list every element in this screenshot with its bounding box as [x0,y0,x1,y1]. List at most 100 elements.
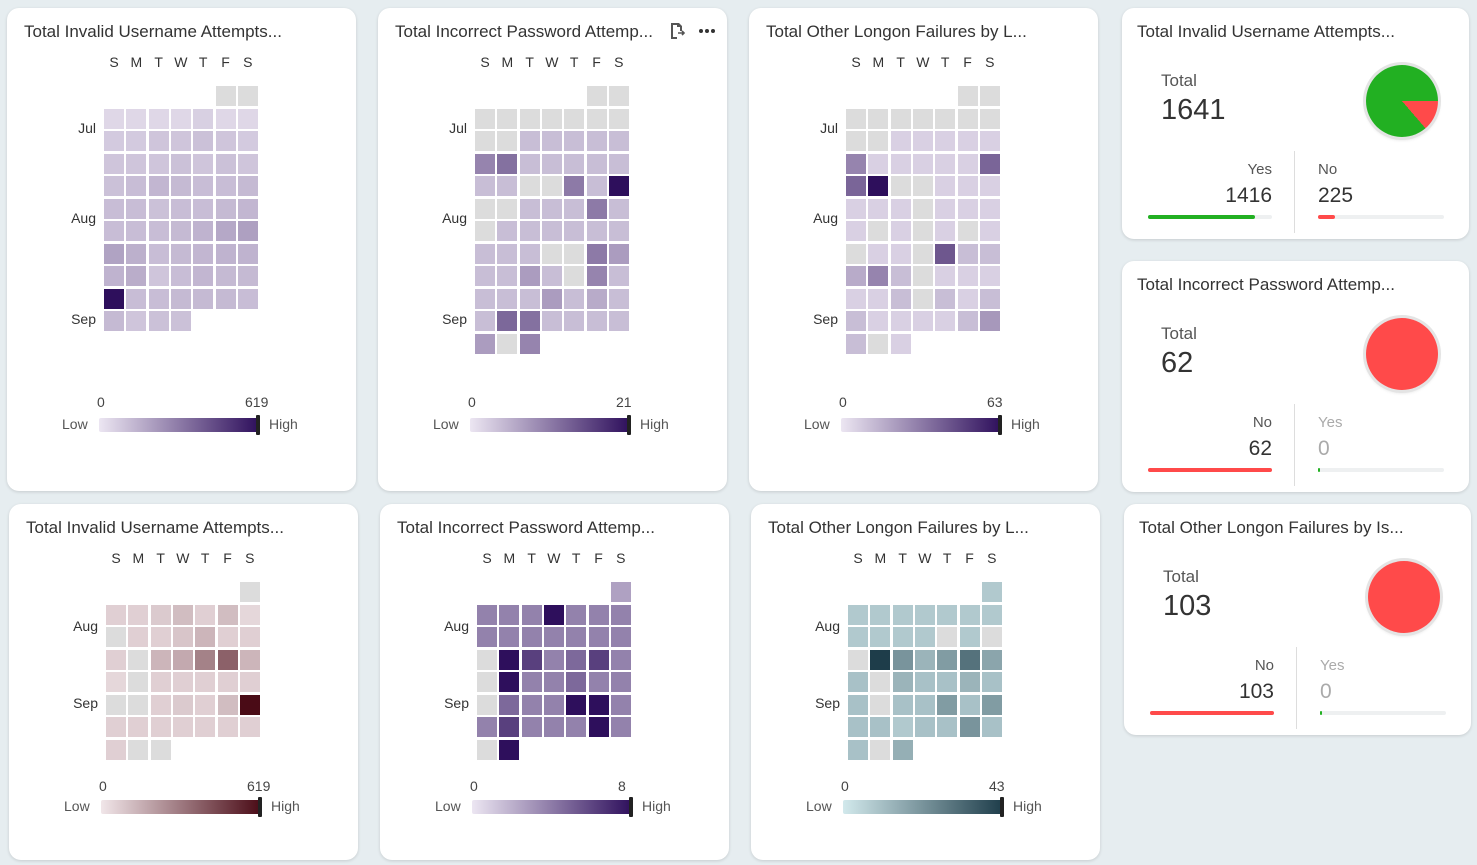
calendar-day-cell[interactable] [979,176,1000,196]
calendar-day-cell[interactable] [499,649,520,670]
calendar-day-cell[interactable] [499,627,520,647]
calendar-day-cell[interactable] [497,243,518,264]
calendar-day-cell[interactable] [912,266,933,286]
calendar-day-cell[interactable] [957,131,978,151]
calendar-day-cell[interactable] [128,717,149,737]
calendar-day-cell[interactable] [912,243,933,264]
calendar-day-cell[interactable] [935,221,956,241]
calendar-day-cell[interactable] [541,311,562,331]
calendar-day-cell[interactable] [172,694,193,715]
calendar-day-cell[interactable] [979,131,1000,151]
calendar-day-cell[interactable] [104,243,124,264]
legend-slider-handle[interactable] [629,797,633,817]
calendar-day-cell[interactable] [237,153,258,174]
calendar-day-cell[interactable] [128,672,149,692]
calendar-day-cell[interactable] [104,176,124,196]
calendar-day-cell[interactable] [104,288,124,309]
calendar-day-cell[interactable] [237,108,258,129]
calendar-day-cell[interactable] [541,266,562,286]
calendar-day-cell[interactable] [126,243,147,264]
calendar-day-cell[interactable] [586,311,607,331]
calendar-day-cell[interactable] [126,198,147,219]
calendar-day-cell[interactable] [957,176,978,196]
calendar-day-cell[interactable] [519,108,540,129]
calendar-day-cell[interactable] [959,604,980,625]
calendar-day-cell[interactable] [541,176,562,196]
calendar-day-cell[interactable] [935,266,956,286]
calendar-day-cell[interactable] [193,266,214,286]
calendar-day-cell[interactable] [195,672,216,692]
calendar-day-cell[interactable] [608,176,629,196]
calendar-day-cell[interactable] [586,243,607,264]
calendar-day-cell[interactable] [848,717,868,737]
calendar-day-cell[interactable] [217,649,238,670]
calendar-day-cell[interactable] [148,131,169,151]
legend-slider-handle[interactable] [256,415,260,435]
legend-slider-handle[interactable] [627,415,631,435]
calendar-day-cell[interactable] [521,694,542,715]
calendar-day-cell[interactable] [195,604,216,625]
calendar-day-cell[interactable] [519,266,540,286]
calendar-day-cell[interactable] [237,221,258,241]
calendar-day-cell[interactable] [981,649,1002,670]
calendar-day-cell[interactable] [128,649,149,670]
calendar-day-cell[interactable] [126,131,147,151]
calendar-day-cell[interactable] [172,627,193,647]
calendar-day-cell[interactable] [497,176,518,196]
calendar-day-cell[interactable] [981,582,1002,602]
calendar-day-cell[interactable] [215,198,236,219]
calendar-day-cell[interactable] [912,198,933,219]
calendar-day-cell[interactable] [170,221,191,241]
calendar-day-cell[interactable] [215,266,236,286]
calendar-day-cell[interactable] [497,198,518,219]
calendar-day-cell[interactable] [170,131,191,151]
calendar-day-cell[interactable] [890,333,911,354]
calendar-day-cell[interactable] [193,108,214,129]
calendar-day-cell[interactable] [519,221,540,241]
calendar-day-cell[interactable] [217,694,238,715]
calendar-day-cell[interactable] [892,694,913,715]
calendar-day-cell[interactable] [217,627,238,647]
calendar-day-cell[interactable] [215,176,236,196]
calendar-day-cell[interactable] [237,176,258,196]
calendar-day-cell[interactable] [979,266,1000,286]
calendar-day-cell[interactable] [848,604,868,625]
calendar-day-cell[interactable] [890,153,911,174]
calendar-day-cell[interactable] [170,176,191,196]
calendar-day-cell[interactable] [475,311,495,331]
calendar-day-cell[interactable] [543,627,564,647]
calendar-day-cell[interactable] [106,627,126,647]
calendar-day-cell[interactable] [586,198,607,219]
calendar-day-cell[interactable] [497,288,518,309]
calendar-day-cell[interactable] [608,243,629,264]
calendar-day-cell[interactable] [586,131,607,151]
calendar-day-cell[interactable] [848,627,868,647]
calendar-day-cell[interactable] [608,131,629,151]
calendar-day-cell[interactable] [541,288,562,309]
calendar-day-cell[interactable] [499,604,520,625]
pie-chart[interactable] [1368,561,1440,633]
calendar-day-cell[interactable] [477,694,497,715]
calendar-day-cell[interactable] [846,243,866,264]
calendar-day-cell[interactable] [566,604,587,625]
calendar-day-cell[interactable] [870,694,891,715]
calendar-day-cell[interactable] [499,694,520,715]
calendar-day-cell[interactable] [564,266,585,286]
calendar-day-cell[interactable] [519,176,540,196]
calendar-day-cell[interactable] [564,108,585,129]
calendar-day-cell[interactable] [586,86,607,106]
calendar-day-cell[interactable] [588,627,609,647]
calendar-day-cell[interactable] [104,221,124,241]
calendar-day-cell[interactable] [890,311,911,331]
calendar-day-cell[interactable] [588,649,609,670]
calendar-day-cell[interactable] [868,333,889,354]
calendar-day-cell[interactable] [237,243,258,264]
calendar-day-cell[interactable] [543,604,564,625]
calendar-day-cell[interactable] [610,649,631,670]
calendar-day-cell[interactable] [935,153,956,174]
calendar-day-cell[interactable] [957,198,978,219]
calendar-day-cell[interactable] [215,108,236,129]
calendar-day-cell[interactable] [126,311,147,331]
calendar-day-cell[interactable] [890,198,911,219]
legend-slider-handle[interactable] [258,797,262,817]
